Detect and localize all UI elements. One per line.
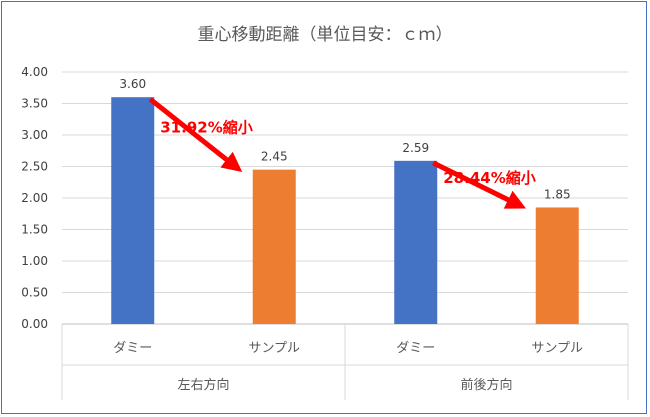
y-tick-label: 3.00 [21,128,48,142]
y-tick-label: 1.50 [21,223,48,237]
category-label: ダミー [113,341,152,356]
data-label: 2.59 [402,141,429,155]
chart-title: 重心移動距離（単位目安：ｃｍ） [198,25,453,45]
y-tick-label: 2.00 [21,191,48,205]
data-label: 2.45 [261,150,288,164]
data-label: 1.85 [544,187,571,201]
group-label: 左右方向 [177,377,229,393]
bar [252,169,296,324]
data-label: 3.60 [119,77,146,91]
y-tick-label: 3.50 [21,97,48,111]
reduction-arrow [148,97,243,172]
category-label: サンプル [531,341,583,356]
y-tick-label: 0.00 [21,317,48,331]
group-label: 前後方向 [460,377,512,393]
y-tick-label: 4.00 [21,65,48,79]
reduction-arrow [432,160,527,209]
bar [535,207,579,324]
bar [111,97,155,324]
category-label: サンプル [248,341,300,356]
annotation-label: 28.44%縮小 [443,169,535,187]
annotation-label: 31.92%縮小 [160,118,252,136]
y-tick-label: 2.50 [21,160,48,174]
bar [394,160,438,324]
y-tick-label: 1.00 [21,254,48,268]
category-label: ダミー [396,341,435,356]
y-tick-label: 0.50 [21,286,48,300]
